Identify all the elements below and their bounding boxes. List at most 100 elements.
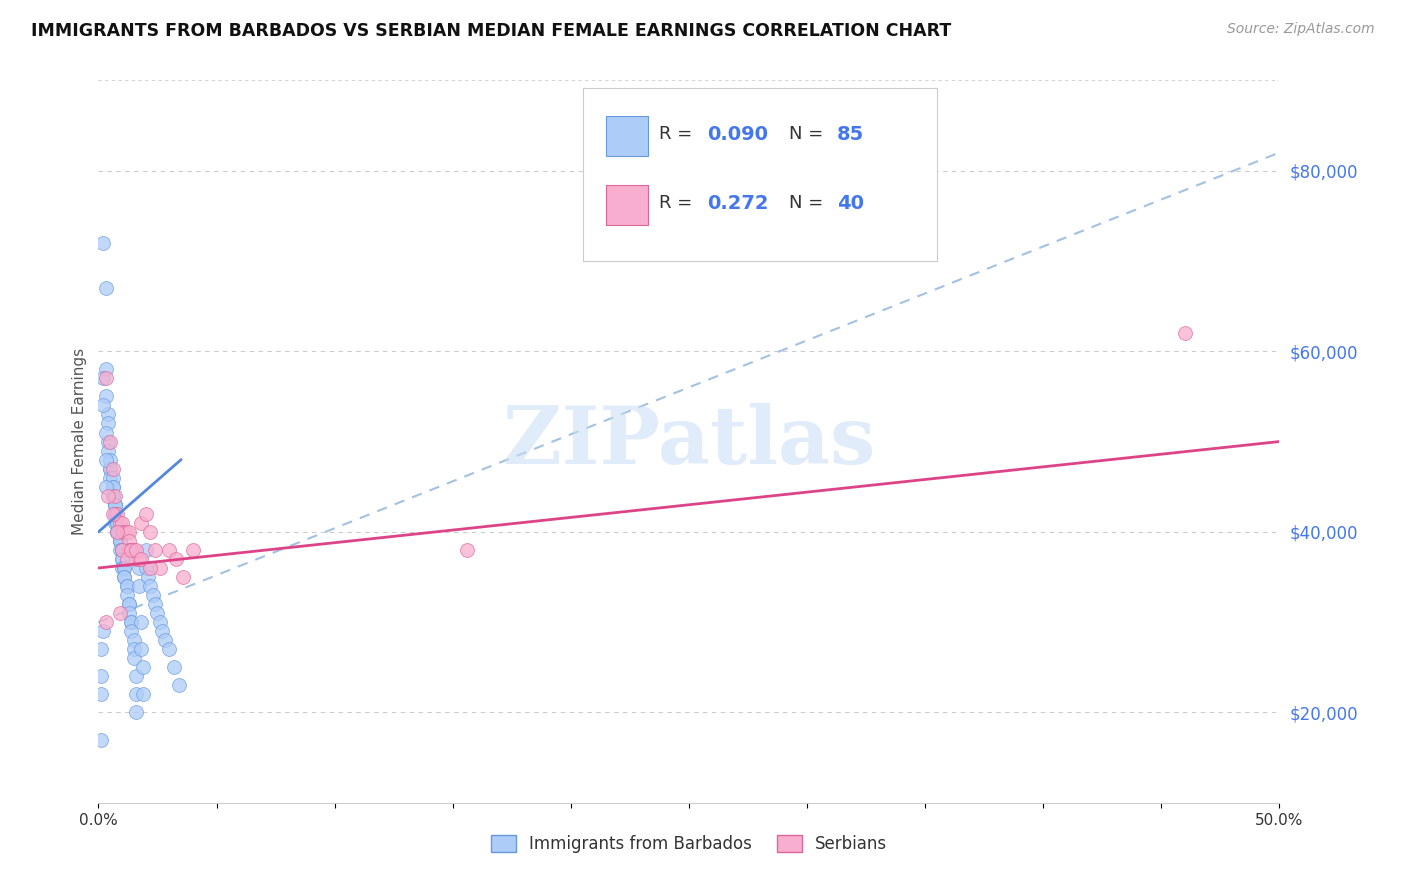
Point	[105, 524, 128, 539]
Y-axis label: Median Female Earnings: Median Female Earnings	[72, 348, 87, 535]
Point	[129, 516, 152, 530]
Point	[101, 489, 124, 503]
Point	[112, 561, 135, 575]
Text: 85: 85	[837, 125, 863, 144]
Point	[167, 678, 190, 692]
Point	[98, 452, 121, 467]
Point	[112, 561, 135, 575]
Point	[104, 489, 127, 503]
Point	[101, 489, 124, 503]
Point	[149, 561, 172, 575]
Point	[90, 669, 112, 683]
Point	[94, 480, 117, 494]
Point	[111, 524, 134, 539]
Point	[90, 642, 112, 657]
Point	[129, 552, 152, 566]
Point	[122, 651, 145, 665]
Point	[104, 498, 127, 512]
Point	[91, 398, 114, 412]
Point	[165, 552, 187, 566]
Point	[98, 461, 121, 475]
Point	[122, 642, 145, 657]
Point	[91, 624, 114, 639]
Point	[150, 624, 173, 639]
Point	[104, 498, 127, 512]
Point	[111, 552, 134, 566]
Point	[118, 533, 141, 548]
Point	[121, 542, 143, 557]
Point	[97, 443, 120, 458]
Point	[105, 524, 128, 539]
Point	[146, 606, 169, 620]
Point	[121, 624, 143, 639]
Point	[94, 371, 117, 385]
Point	[97, 489, 120, 503]
Point	[111, 542, 134, 557]
Point	[111, 516, 134, 530]
Point	[101, 480, 124, 494]
Point	[108, 606, 131, 620]
Point	[118, 542, 141, 557]
Point	[91, 235, 114, 250]
Point	[135, 507, 157, 521]
Point	[112, 570, 135, 584]
Point	[135, 542, 157, 557]
Point	[115, 524, 138, 539]
Point	[108, 542, 131, 557]
Bar	[606, 185, 648, 225]
Point	[121, 615, 143, 630]
Point	[104, 507, 127, 521]
Point	[101, 470, 124, 484]
Text: ZIPatlas: ZIPatlas	[503, 402, 875, 481]
Text: 0.272: 0.272	[707, 194, 768, 212]
Point	[94, 452, 117, 467]
Point	[163, 660, 186, 674]
Point	[98, 470, 121, 484]
Point	[97, 434, 120, 449]
Point	[94, 362, 117, 376]
Point	[129, 615, 152, 630]
Point	[118, 597, 141, 611]
Text: Source: ZipAtlas.com: Source: ZipAtlas.com	[1227, 22, 1375, 37]
Point	[111, 542, 134, 557]
Point	[105, 524, 128, 539]
Point	[118, 597, 141, 611]
Point	[104, 507, 127, 521]
Point	[118, 606, 141, 620]
Point	[149, 615, 172, 630]
Point	[128, 561, 150, 575]
Point	[94, 389, 117, 403]
Point	[94, 615, 117, 630]
Point	[105, 516, 128, 530]
Point	[94, 281, 117, 295]
Text: 0.090: 0.090	[707, 125, 768, 144]
Point	[101, 461, 124, 475]
Point	[111, 542, 134, 557]
Point	[139, 579, 162, 593]
Point	[108, 516, 131, 530]
Point	[108, 533, 131, 548]
Point	[172, 570, 194, 584]
Text: N =: N =	[789, 126, 824, 144]
Point	[128, 552, 150, 566]
Point	[115, 588, 138, 602]
Point	[143, 597, 166, 611]
Point	[97, 417, 120, 431]
Point	[456, 542, 478, 557]
Point	[121, 615, 143, 630]
Point	[1174, 326, 1197, 340]
Text: R =: R =	[659, 194, 693, 212]
Point	[98, 461, 121, 475]
Point	[132, 687, 155, 701]
Point	[108, 533, 131, 548]
Point	[132, 660, 155, 674]
Point	[91, 371, 114, 385]
Point	[121, 542, 143, 557]
Bar	[606, 116, 648, 156]
Point	[139, 561, 162, 575]
Point	[157, 642, 180, 657]
Point	[139, 524, 162, 539]
Point	[125, 552, 148, 566]
Point	[111, 561, 134, 575]
Point	[97, 408, 120, 422]
